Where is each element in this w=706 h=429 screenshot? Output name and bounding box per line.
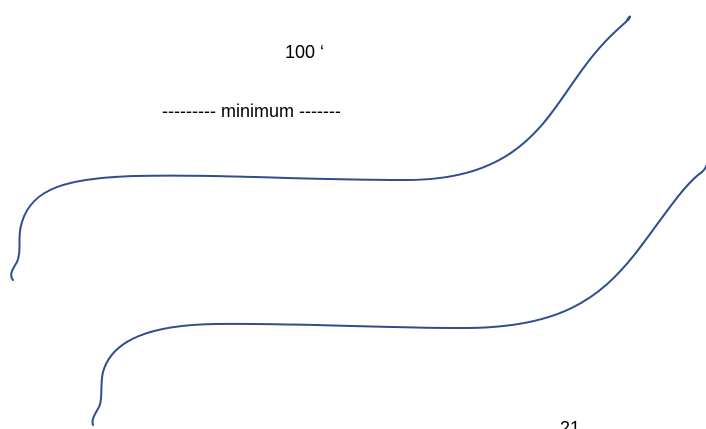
upper-curve <box>10 15 632 281</box>
page-number: 21 <box>560 418 581 429</box>
distance-label: 100 ‘ <box>285 42 325 62</box>
lower-curve <box>91 165 706 426</box>
minimum-label: --------- minimum ------- <box>162 101 341 121</box>
